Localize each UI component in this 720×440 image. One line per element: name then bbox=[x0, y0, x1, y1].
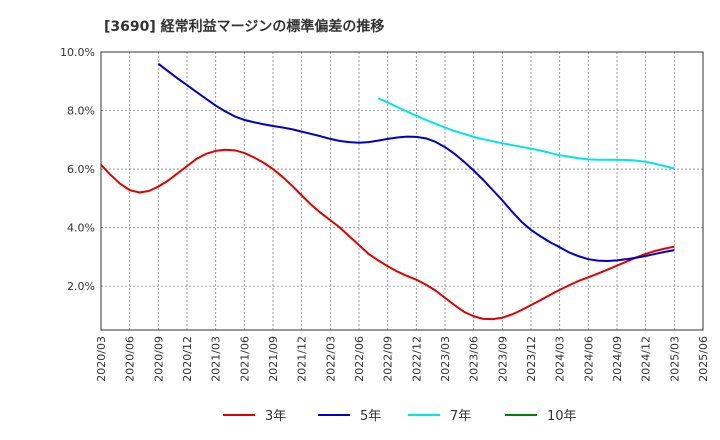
x-tick-label: 2023/09 bbox=[496, 336, 509, 382]
legend-label-3: 10年 bbox=[547, 409, 577, 424]
series-lines bbox=[100, 62, 675, 321]
x-tick-label: 2021/03 bbox=[210, 336, 223, 382]
plot-frame bbox=[100, 51, 704, 331]
x-tick-label: 2025/06 bbox=[697, 336, 710, 382]
chart-title: [3690] 経常利益マージンの標準偏差の推移 bbox=[104, 18, 384, 35]
legend-label-2: 7年 bbox=[450, 409, 471, 424]
x-tick-label: 2020/03 bbox=[95, 336, 108, 382]
x-tick-label: 2025/03 bbox=[668, 336, 681, 382]
x-tick-label: 2022/12 bbox=[410, 336, 423, 382]
y-tick-label: 4.0% bbox=[67, 222, 95, 235]
x-tick-label: 2020/12 bbox=[181, 336, 194, 382]
x-tick-label: 2023/12 bbox=[525, 336, 538, 382]
x-tick-label: 2022/09 bbox=[382, 336, 395, 382]
legend: 3年 5年 7年 10年 bbox=[223, 409, 577, 424]
x-tick-label: 2024/03 bbox=[554, 336, 567, 382]
y-tick-label: 6.0% bbox=[67, 163, 95, 176]
series-line-1 bbox=[157, 62, 675, 262]
axes bbox=[100, 51, 704, 331]
x-tick-label: 2024/12 bbox=[640, 336, 653, 382]
y-tick-label: 8.0% bbox=[67, 105, 95, 118]
x-tick-label: 2023/03 bbox=[439, 336, 452, 382]
x-tick-label: 2023/06 bbox=[468, 336, 481, 382]
legend-label-0: 3年 bbox=[265, 409, 286, 424]
legend-label-1: 5年 bbox=[360, 409, 381, 424]
x-tick-label: 2022/06 bbox=[353, 336, 366, 382]
x-tick-label: 2021/12 bbox=[296, 336, 309, 382]
grid bbox=[100, 51, 704, 330]
x-tick-label: 2020/06 bbox=[124, 336, 137, 382]
x-axis-ticks: 2020/03 2020/06 2020/09 2020/12 2021/03 2021/… bbox=[95, 336, 710, 382]
y-tick-label: 2.0% bbox=[67, 280, 95, 293]
series-line-2 bbox=[377, 97, 675, 170]
y-axis-ticks: 2.0% 4.0% 6.0% 8.0% 10.0% bbox=[60, 46, 95, 293]
x-tick-label: 2021/06 bbox=[238, 336, 251, 382]
x-tick-label: 2022/03 bbox=[324, 336, 337, 382]
x-tick-label: 2024/06 bbox=[582, 336, 595, 382]
x-tick-label: 2020/09 bbox=[152, 336, 165, 382]
y-tick-label: 10.0% bbox=[60, 46, 95, 59]
x-tick-label: 2024/09 bbox=[611, 336, 624, 382]
series-line-0 bbox=[100, 148, 675, 321]
x-tick-label: 2021/09 bbox=[267, 336, 280, 382]
